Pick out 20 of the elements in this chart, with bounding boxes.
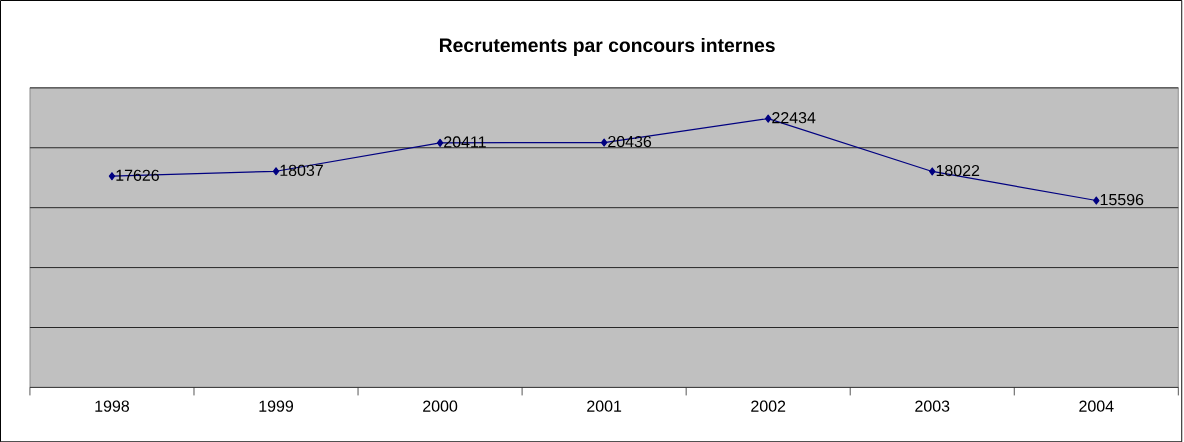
data-label: 18037 [280,164,323,176]
point [600,138,608,147]
data-label: 22434 [772,111,816,124]
x-tick-label: 1999 [259,400,294,412]
point [929,167,936,176]
x-tick-label: 2000 [423,400,458,412]
x-tick-label: 2004 [1079,400,1114,412]
point [764,114,772,123]
point [1093,196,1100,205]
data-label: 20436 [608,135,652,148]
point [272,167,280,176]
x-tick-label: 2002 [751,400,786,412]
x-tick-label: 2001 [587,400,622,412]
data-label: 15596 [1100,193,1144,206]
point [436,138,444,147]
x-tick-label: 2003 [915,400,950,412]
x-tick-label: 1998 [95,400,130,412]
chart-title: Recrutements par concours internes [439,37,775,56]
data-label: 18022 [936,164,980,177]
point [108,171,116,181]
